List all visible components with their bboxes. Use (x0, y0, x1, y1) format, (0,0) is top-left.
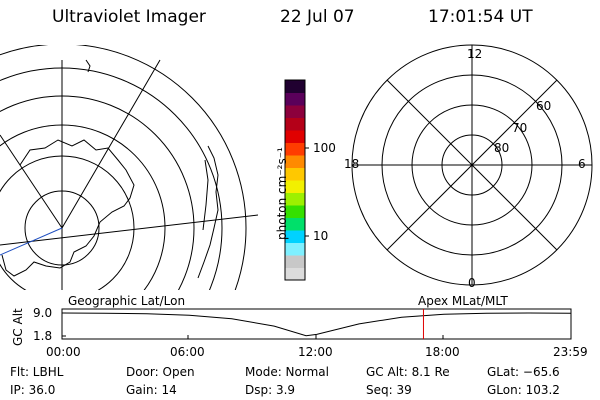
colorbar-band (285, 92, 305, 106)
glon-status: GLon: 103.2 (487, 383, 560, 397)
meridian-line (0, 134, 63, 229)
colorbar-band (285, 255, 305, 268)
mode-status: Mode: Normal (245, 365, 329, 379)
colorbar-band (285, 205, 305, 218)
date-label: 22 Jul 07 (280, 7, 355, 27)
mlt-line (386, 79, 558, 251)
meridian-line (0, 214, 258, 246)
mlat-label-80: 80 (494, 141, 510, 155)
colorbar-band (285, 167, 305, 181)
geographic-map-label: Geographic Lat/Lon (68, 294, 186, 308)
coastline (1, 139, 135, 277)
meridian-line (0, 227, 63, 256)
gc-alt-status: GC Alt: 8.1 Re (366, 365, 450, 379)
colorbar-band (285, 130, 305, 143)
colorbar-band (285, 230, 305, 243)
colorbar-band (285, 155, 305, 168)
apex-map-label: Apex MLat/MLT (418, 294, 508, 308)
lat-circle (0, 45, 247, 290)
dsp-status: Dsp: 3.9 (245, 383, 296, 397)
door-status: Door: Open (126, 365, 195, 379)
gain-status: Gain: 14 (126, 383, 177, 397)
altitude-ytick-1.8: 1.8 (33, 329, 53, 343)
coastline (202, 159, 209, 231)
mlt-label-0: 0 (468, 276, 476, 290)
colorbar-band (285, 180, 305, 193)
altitude-ylabel: GC Alt (11, 308, 25, 346)
seq-status: Seq: 39 (366, 383, 412, 397)
lat-circle (0, 155, 135, 290)
colorbar-tick-100: 100 (313, 141, 336, 155)
altitude-ytick-9: 9.0 (33, 306, 53, 320)
altitude-series-line (61, 312, 572, 337)
x-tick-0000: 00:00 (46, 345, 81, 359)
coastline (197, 145, 219, 279)
colorbar-band (285, 105, 305, 118)
mlt-label-12: 12 (467, 47, 483, 61)
colorbar-band (285, 142, 305, 156)
ip-status: IP: 36.0 (10, 383, 56, 397)
colorbar-band (285, 242, 305, 256)
colorbar-unit-label: photon cm⁻²s⁻¹ (275, 147, 289, 240)
coastline (85, 59, 91, 73)
colorbar-band (285, 267, 305, 281)
polar-grid (351, 44, 593, 286)
mlt-label-18: 18 (344, 157, 360, 171)
colorbar (285, 80, 305, 281)
filter-status: Flt: LBHL (10, 365, 64, 379)
meridian-line (61, 59, 161, 229)
instrument-title: Ultraviolet Imager (52, 7, 206, 27)
glat-status: GLat: −65.6 (487, 365, 560, 379)
x-tick-1800: 18:00 (425, 345, 460, 359)
mlat-label-70: 70 (512, 121, 528, 135)
colorbar-band (285, 80, 305, 93)
colorbar-tick-10: 10 (313, 229, 329, 243)
x-tick-0600: 06:00 (170, 345, 205, 359)
colorbar-band (285, 192, 305, 206)
colorbar-band (285, 117, 305, 131)
mlat-label-60: 60 (536, 99, 552, 113)
colorbar-band (285, 217, 305, 231)
x-tick-2359: 23:59 (553, 345, 588, 359)
time-label: 17:01:54 UT (428, 7, 533, 27)
mlt-label-6: 6 (578, 157, 586, 171)
x-tick-1200: 12:00 (298, 345, 333, 359)
